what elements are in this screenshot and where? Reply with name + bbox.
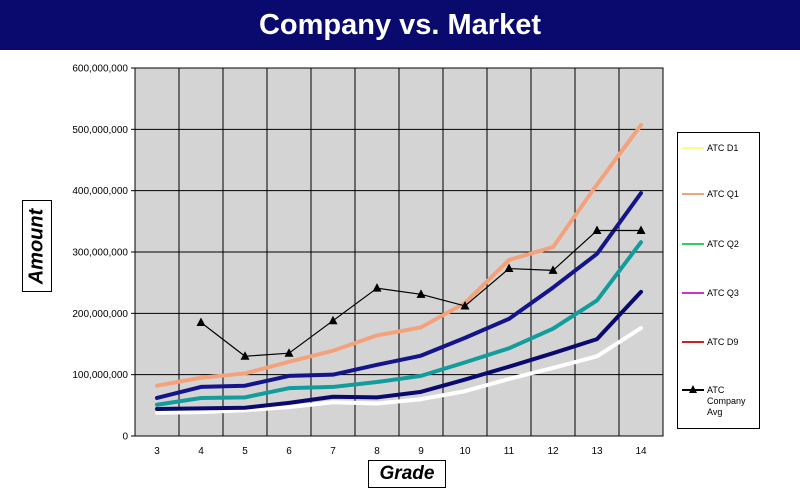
legend-label-line: ATC <box>707 385 725 395</box>
x-tick-label: 8 <box>374 446 380 457</box>
legend-swatch-atc-q3 <box>682 286 704 300</box>
y-tick-label: 100,000,000 <box>72 370 128 381</box>
x-tick-label: 6 <box>286 446 292 457</box>
data-point-marker <box>460 300 470 310</box>
legend-swatch-atc-q2 <box>682 237 704 251</box>
y-tick-label: 400,000,000 <box>72 186 128 197</box>
data-point-marker <box>284 348 294 357</box>
series-line-atc-d1 <box>155 326 643 415</box>
legend-label-atc-q3: ATC Q3 <box>707 288 739 298</box>
x-tick-label: 13 <box>591 446 603 457</box>
legend-item-atc-d1: ATC D1 <box>682 141 758 155</box>
legend-label-line: Company <box>707 396 746 406</box>
legend-label-atc-q1: ATC Q1 <box>707 189 739 199</box>
legend: ATC D1 ATC Q1 ATC Q2 ATC Q3 ATC D9 ATC C… <box>677 132 760 429</box>
chart-title: Company vs. Market <box>258 8 542 41</box>
data-point-marker <box>240 351 250 360</box>
y-tick-label: 0 <box>122 432 128 443</box>
x-tick-label: 7 <box>330 446 336 457</box>
legend-line <box>682 341 704 343</box>
x-tick-label: 3 <box>154 446 160 457</box>
legend-label-line: Avg <box>707 407 723 417</box>
legend-item-atc-q1: ATC Q1 <box>682 187 758 201</box>
legend-line <box>682 147 704 149</box>
data-point-marker <box>416 289 426 298</box>
legend-item-atc-company-avg: ATC Company Avg <box>682 383 758 423</box>
data-point-marker <box>636 225 646 235</box>
legend-swatch-atc-d9 <box>682 335 704 349</box>
y-tick-label: 600,000,000 <box>72 64 128 75</box>
legend-item-atc-d9: ATC D9 <box>682 335 758 349</box>
x-axis-label: Grade <box>379 463 435 484</box>
y-tick-label: 200,000,000 <box>72 309 128 320</box>
y-tick-label: 300,000,000 <box>72 248 128 259</box>
series-line-atc-q1 <box>155 123 643 388</box>
x-tick-label: 9 <box>418 446 424 457</box>
legend-label-atc-company-avg: ATC Company Avg <box>704 385 746 418</box>
legend-item-atc-q2: ATC Q2 <box>682 237 758 251</box>
x-tick-label: 5 <box>242 446 248 457</box>
x-tick-label: 10 <box>459 446 471 457</box>
x-tick-label: 14 <box>635 446 647 457</box>
legend-swatch-atc-d1 <box>682 141 704 155</box>
x-tick-label: 4 <box>198 446 204 457</box>
legend-line <box>682 243 704 245</box>
data-point-marker <box>372 283 382 292</box>
data-point-marker <box>592 225 602 235</box>
series-line-atc-q3 <box>155 191 643 400</box>
x-tick-label: 11 <box>504 446 515 457</box>
series-line-atc-d9 <box>155 289 643 412</box>
triangle-marker-icon <box>689 385 697 393</box>
data-point-marker <box>196 317 206 327</box>
legend-swatch-atc-company-avg <box>682 383 704 397</box>
legend-item-atc-q3: ATC Q3 <box>682 286 758 300</box>
legend-label-atc-q2: ATC Q2 <box>707 239 739 249</box>
legend-line <box>682 292 704 294</box>
data-point-marker <box>548 265 558 274</box>
y-tick-label: 500,000,000 <box>72 125 128 136</box>
legend-line <box>682 193 704 195</box>
series-line-atc-q2 <box>155 240 643 407</box>
x-tick-label: 12 <box>547 446 559 457</box>
title-bar: Company vs. Market <box>0 0 800 50</box>
legend-label-atc-d9: ATC D9 <box>707 337 739 347</box>
legend-label-atc-d1: ATC D1 <box>707 143 739 153</box>
x-axis-label-box: Grade <box>368 460 446 488</box>
data-point-marker <box>328 315 338 325</box>
y-axis-label-box: Amount <box>22 200 52 292</box>
data-point-marker <box>504 263 514 273</box>
y-axis-label: Amount <box>25 208 48 284</box>
legend-swatch-atc-q1 <box>682 187 704 201</box>
